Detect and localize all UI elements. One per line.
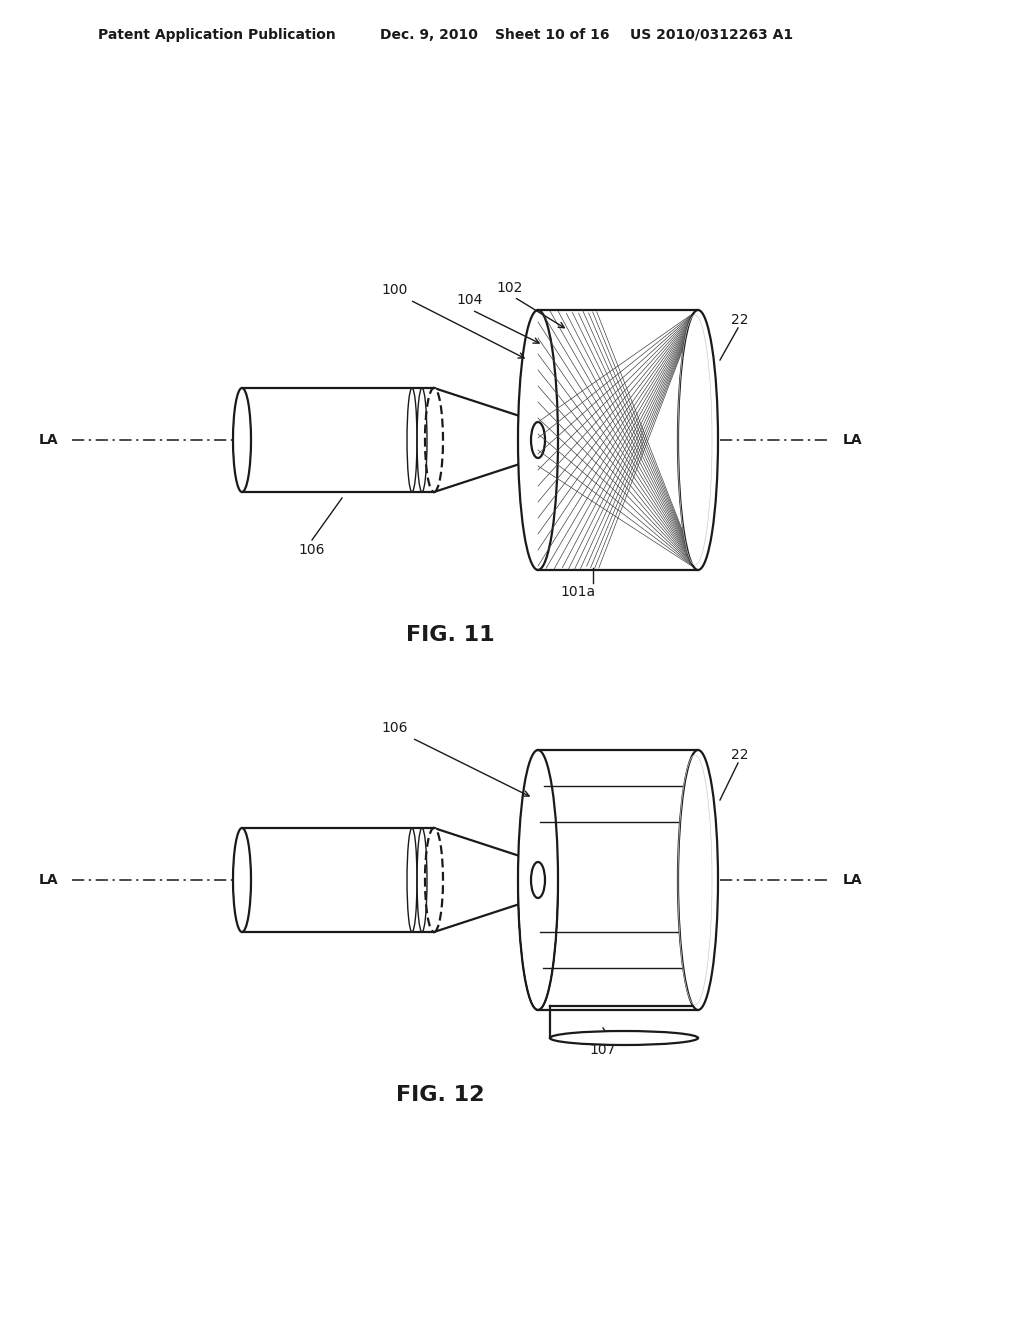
- Ellipse shape: [531, 862, 545, 898]
- Text: US 2010/0312263 A1: US 2010/0312263 A1: [630, 28, 794, 42]
- Text: 104: 104: [457, 293, 483, 308]
- Text: 106: 106: [382, 721, 409, 735]
- Text: 100: 100: [382, 282, 409, 297]
- Ellipse shape: [425, 388, 443, 492]
- Text: 22: 22: [731, 313, 749, 327]
- Text: 102: 102: [497, 281, 523, 294]
- Ellipse shape: [518, 310, 558, 570]
- Ellipse shape: [233, 828, 251, 932]
- Text: LA: LA: [38, 873, 58, 887]
- Text: 101a: 101a: [560, 585, 596, 599]
- Text: FIG. 11: FIG. 11: [406, 624, 495, 645]
- Text: Dec. 9, 2010: Dec. 9, 2010: [380, 28, 478, 42]
- Text: LA: LA: [843, 433, 862, 447]
- Text: 106: 106: [299, 543, 326, 557]
- Ellipse shape: [518, 750, 558, 1010]
- Ellipse shape: [531, 422, 545, 458]
- Ellipse shape: [550, 1031, 698, 1045]
- Text: 22: 22: [731, 748, 749, 762]
- Ellipse shape: [425, 828, 443, 932]
- Text: LA: LA: [843, 873, 862, 887]
- Text: 107: 107: [590, 1043, 616, 1057]
- Text: Sheet 10 of 16: Sheet 10 of 16: [495, 28, 609, 42]
- Text: LA: LA: [38, 433, 58, 447]
- Ellipse shape: [678, 310, 718, 570]
- Text: Patent Application Publication: Patent Application Publication: [98, 28, 336, 42]
- Text: FIG. 12: FIG. 12: [395, 1085, 484, 1105]
- Ellipse shape: [678, 750, 718, 1010]
- Ellipse shape: [233, 388, 251, 492]
